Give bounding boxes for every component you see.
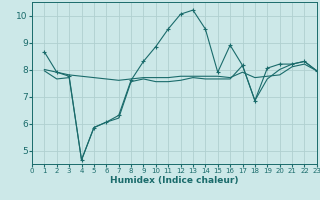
X-axis label: Humidex (Indice chaleur): Humidex (Indice chaleur) [110, 176, 239, 185]
